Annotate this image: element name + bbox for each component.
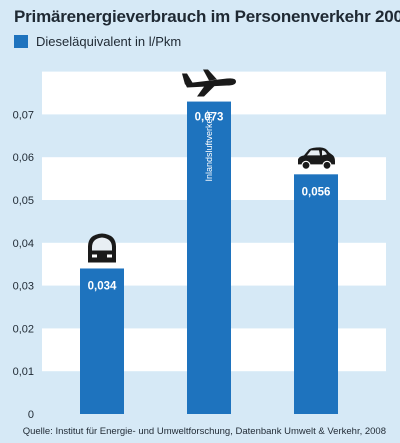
- bar: [80, 268, 124, 414]
- source-note: Quelle: Institut für Energie- und Umwelt…: [22, 426, 386, 437]
- data-label: 0,056: [302, 186, 331, 198]
- legend-swatch: [14, 35, 28, 48]
- y-tick-label: 0,07: [13, 109, 34, 121]
- data-label: 0,034: [88, 280, 117, 292]
- bar: [294, 174, 338, 414]
- legend: Dieseläquivalent in l/Pkm: [14, 34, 181, 49]
- airplane-icon: [182, 69, 236, 97]
- y-tick-label: 0,06: [13, 152, 34, 164]
- legend-label: Dieseläquivalent in l/Pkm: [36, 34, 182, 49]
- y-tick-label: 0,02: [13, 323, 34, 335]
- y-tick-label: 0: [28, 409, 34, 421]
- bar: [187, 101, 231, 414]
- y-tick-label: 0,05: [13, 195, 34, 207]
- chart-title: Primärenergieverbrauch im Personenverkeh…: [14, 7, 400, 26]
- y-tick-label: 0,04: [13, 238, 34, 250]
- car-icon: [298, 147, 335, 170]
- y-tick-label: 0,03: [13, 281, 34, 293]
- y-tick-label: 0,01: [13, 366, 34, 378]
- data-label: 0,073: [195, 112, 224, 124]
- train-icon: [88, 233, 116, 263]
- category-label: Inlandsluftverkehr: [204, 111, 214, 182]
